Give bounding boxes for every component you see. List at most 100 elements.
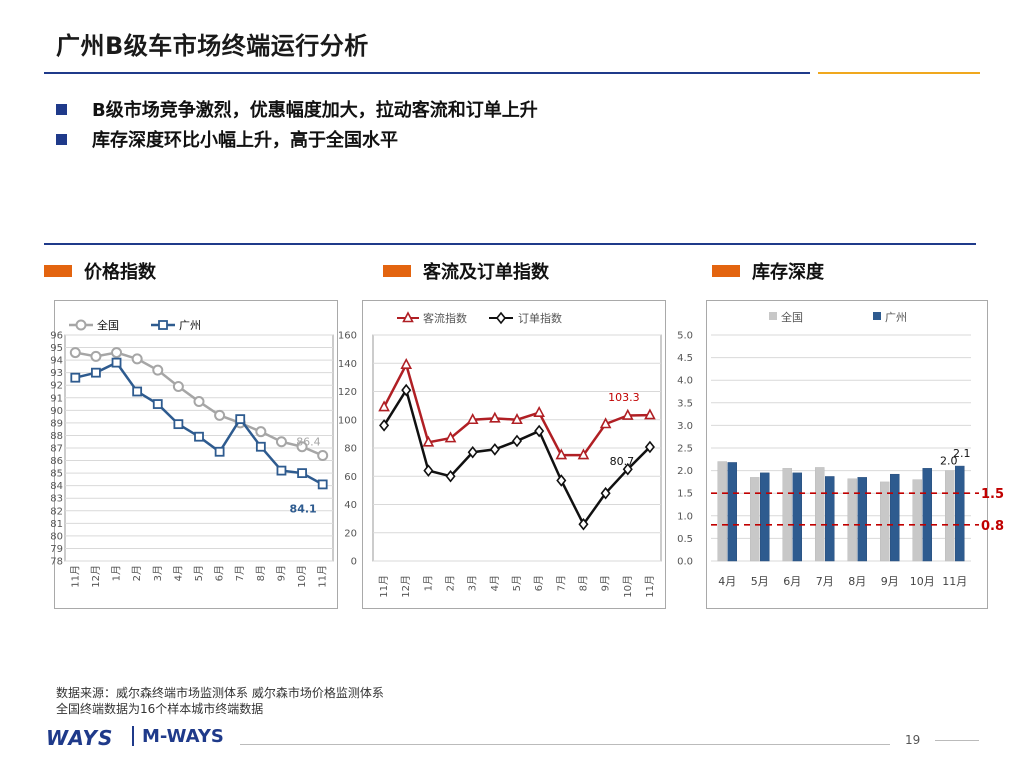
data-point (379, 419, 390, 432)
y-tick-label: 20 (344, 528, 357, 539)
y-tick-label: 4.0 (677, 376, 693, 387)
reference-line-label: 0.8 (981, 519, 1004, 534)
data-point (400, 357, 413, 369)
page-number: 19 (905, 733, 921, 747)
y-tick-label: 100 (338, 415, 357, 426)
bar (857, 477, 867, 562)
legend-label-traffic: 客流指数 (423, 311, 467, 325)
section-title: 价格指数 (84, 262, 156, 283)
bullet-item: B级市场竞争激烈，优惠幅度加大，拉动客流和订单上升 (56, 94, 538, 124)
x-tick-label: 11月 (942, 575, 967, 588)
data-point (444, 431, 457, 443)
bar (727, 462, 737, 562)
x-tick-label: 11月 (378, 575, 390, 598)
data-point (644, 440, 655, 454)
legend-label-guangzhou: 广州 (179, 319, 201, 332)
bullet-item: 库存深度环比小幅上升，高于全国水平 (56, 124, 538, 154)
data-point (622, 462, 633, 476)
data-point (556, 474, 567, 487)
y-tick-label: 80 (50, 531, 63, 542)
y-tick-label: 140 (338, 359, 357, 370)
bar (825, 476, 835, 562)
bullet-text: B级市场竞争激烈，优惠幅度加大，拉动客流和订单上升 (92, 100, 538, 121)
bar (922, 468, 932, 562)
data-point (600, 486, 611, 500)
bar (890, 473, 900, 562)
y-tick-label: 82 (50, 506, 63, 517)
y-tick-label: 84 (50, 481, 63, 492)
bullet-square-icon (56, 103, 67, 115)
legend-marker-orders (495, 311, 507, 325)
x-tick-label: 2月 (131, 565, 143, 581)
data-point (401, 383, 412, 397)
y-tick-label: 5.0 (677, 331, 693, 342)
y-tick-label: 3.5 (677, 398, 693, 409)
bar (945, 470, 955, 562)
bar (750, 477, 760, 562)
legend-label-national: 全国 (97, 318, 119, 332)
section-tag-icon (712, 265, 740, 277)
data-point (317, 450, 329, 462)
x-tick-label: 10月 (296, 565, 308, 588)
y-tick-label: 92 (50, 381, 63, 392)
data-point (621, 408, 634, 420)
data-point (466, 413, 479, 425)
y-tick-label: 95 (50, 343, 63, 354)
legend-swatch-national (769, 312, 777, 320)
x-tick-label: 4月 (489, 575, 501, 591)
y-tick-label: 0.0 (677, 557, 693, 568)
y-tick-label: 80 (344, 444, 357, 455)
section-tag-icon (383, 265, 411, 277)
data-point (131, 353, 143, 365)
data-point (152, 364, 164, 376)
y-tick-label: 4.5 (677, 353, 693, 364)
x-tick-label: 7月 (555, 575, 567, 591)
x-tick-label: 8月 (577, 575, 589, 591)
data-point (511, 413, 523, 425)
data-point (275, 436, 287, 448)
x-tick-label: 8月 (848, 575, 866, 588)
mways-logo: M-WAYS (142, 726, 224, 747)
x-tick-label: 5月 (511, 575, 523, 591)
data-point (173, 419, 184, 430)
data-point (214, 409, 226, 421)
x-tick-label: 5月 (193, 565, 205, 581)
data-point (378, 400, 390, 412)
legend-marker-traffic (402, 311, 414, 323)
y-tick-label: 93 (50, 368, 63, 379)
data-point (69, 347, 81, 359)
data-point (255, 426, 267, 438)
x-tick-label: 10月 (910, 575, 935, 588)
bar (717, 461, 727, 562)
data-point (70, 372, 81, 383)
data-point (511, 434, 523, 448)
x-tick-label: 11月 (317, 565, 329, 588)
y-tick-label: 86 (50, 456, 63, 467)
section-divider (44, 243, 976, 245)
y-tick-label: 160 (338, 331, 357, 342)
y-tick-label: 0 (351, 557, 357, 568)
price-index-panel: 96 95 94 93 92 91 90 89 88 87 86 85 84 83 82 81 80 79 78 11… (50, 300, 338, 609)
x-tick-label: 4月 (718, 575, 736, 588)
bar (782, 468, 792, 562)
x-tick-label: 11月 (69, 565, 81, 588)
y-tick-label: 79 (50, 544, 63, 555)
traffic-order-panel: 160 140 120 100 80 60 40 20 0 11月 12月 1月 2月 3月 4月 5月 6月 7… (338, 300, 666, 609)
data-point (152, 399, 163, 409)
section-tag-icon (44, 265, 72, 277)
source-line-2: 全国终端数据为16个样本城市终端数据 (56, 702, 264, 716)
y-tick-label: 120 (338, 387, 357, 398)
data-point (172, 380, 184, 392)
y-tick-label: 0.5 (677, 534, 693, 545)
y-tick-label: 89 (50, 418, 63, 429)
y-tick-label: 85 (50, 469, 63, 480)
data-point (214, 446, 225, 457)
data-point (193, 396, 205, 408)
y-tick-label: 87 (50, 444, 63, 455)
footer-rule-right (935, 740, 979, 741)
data-point (90, 350, 102, 362)
data-point (297, 468, 307, 479)
legend-marker-national (75, 319, 87, 331)
y-tick-label: 2.5 (677, 444, 693, 455)
x-tick-label: 4月 (172, 565, 184, 581)
